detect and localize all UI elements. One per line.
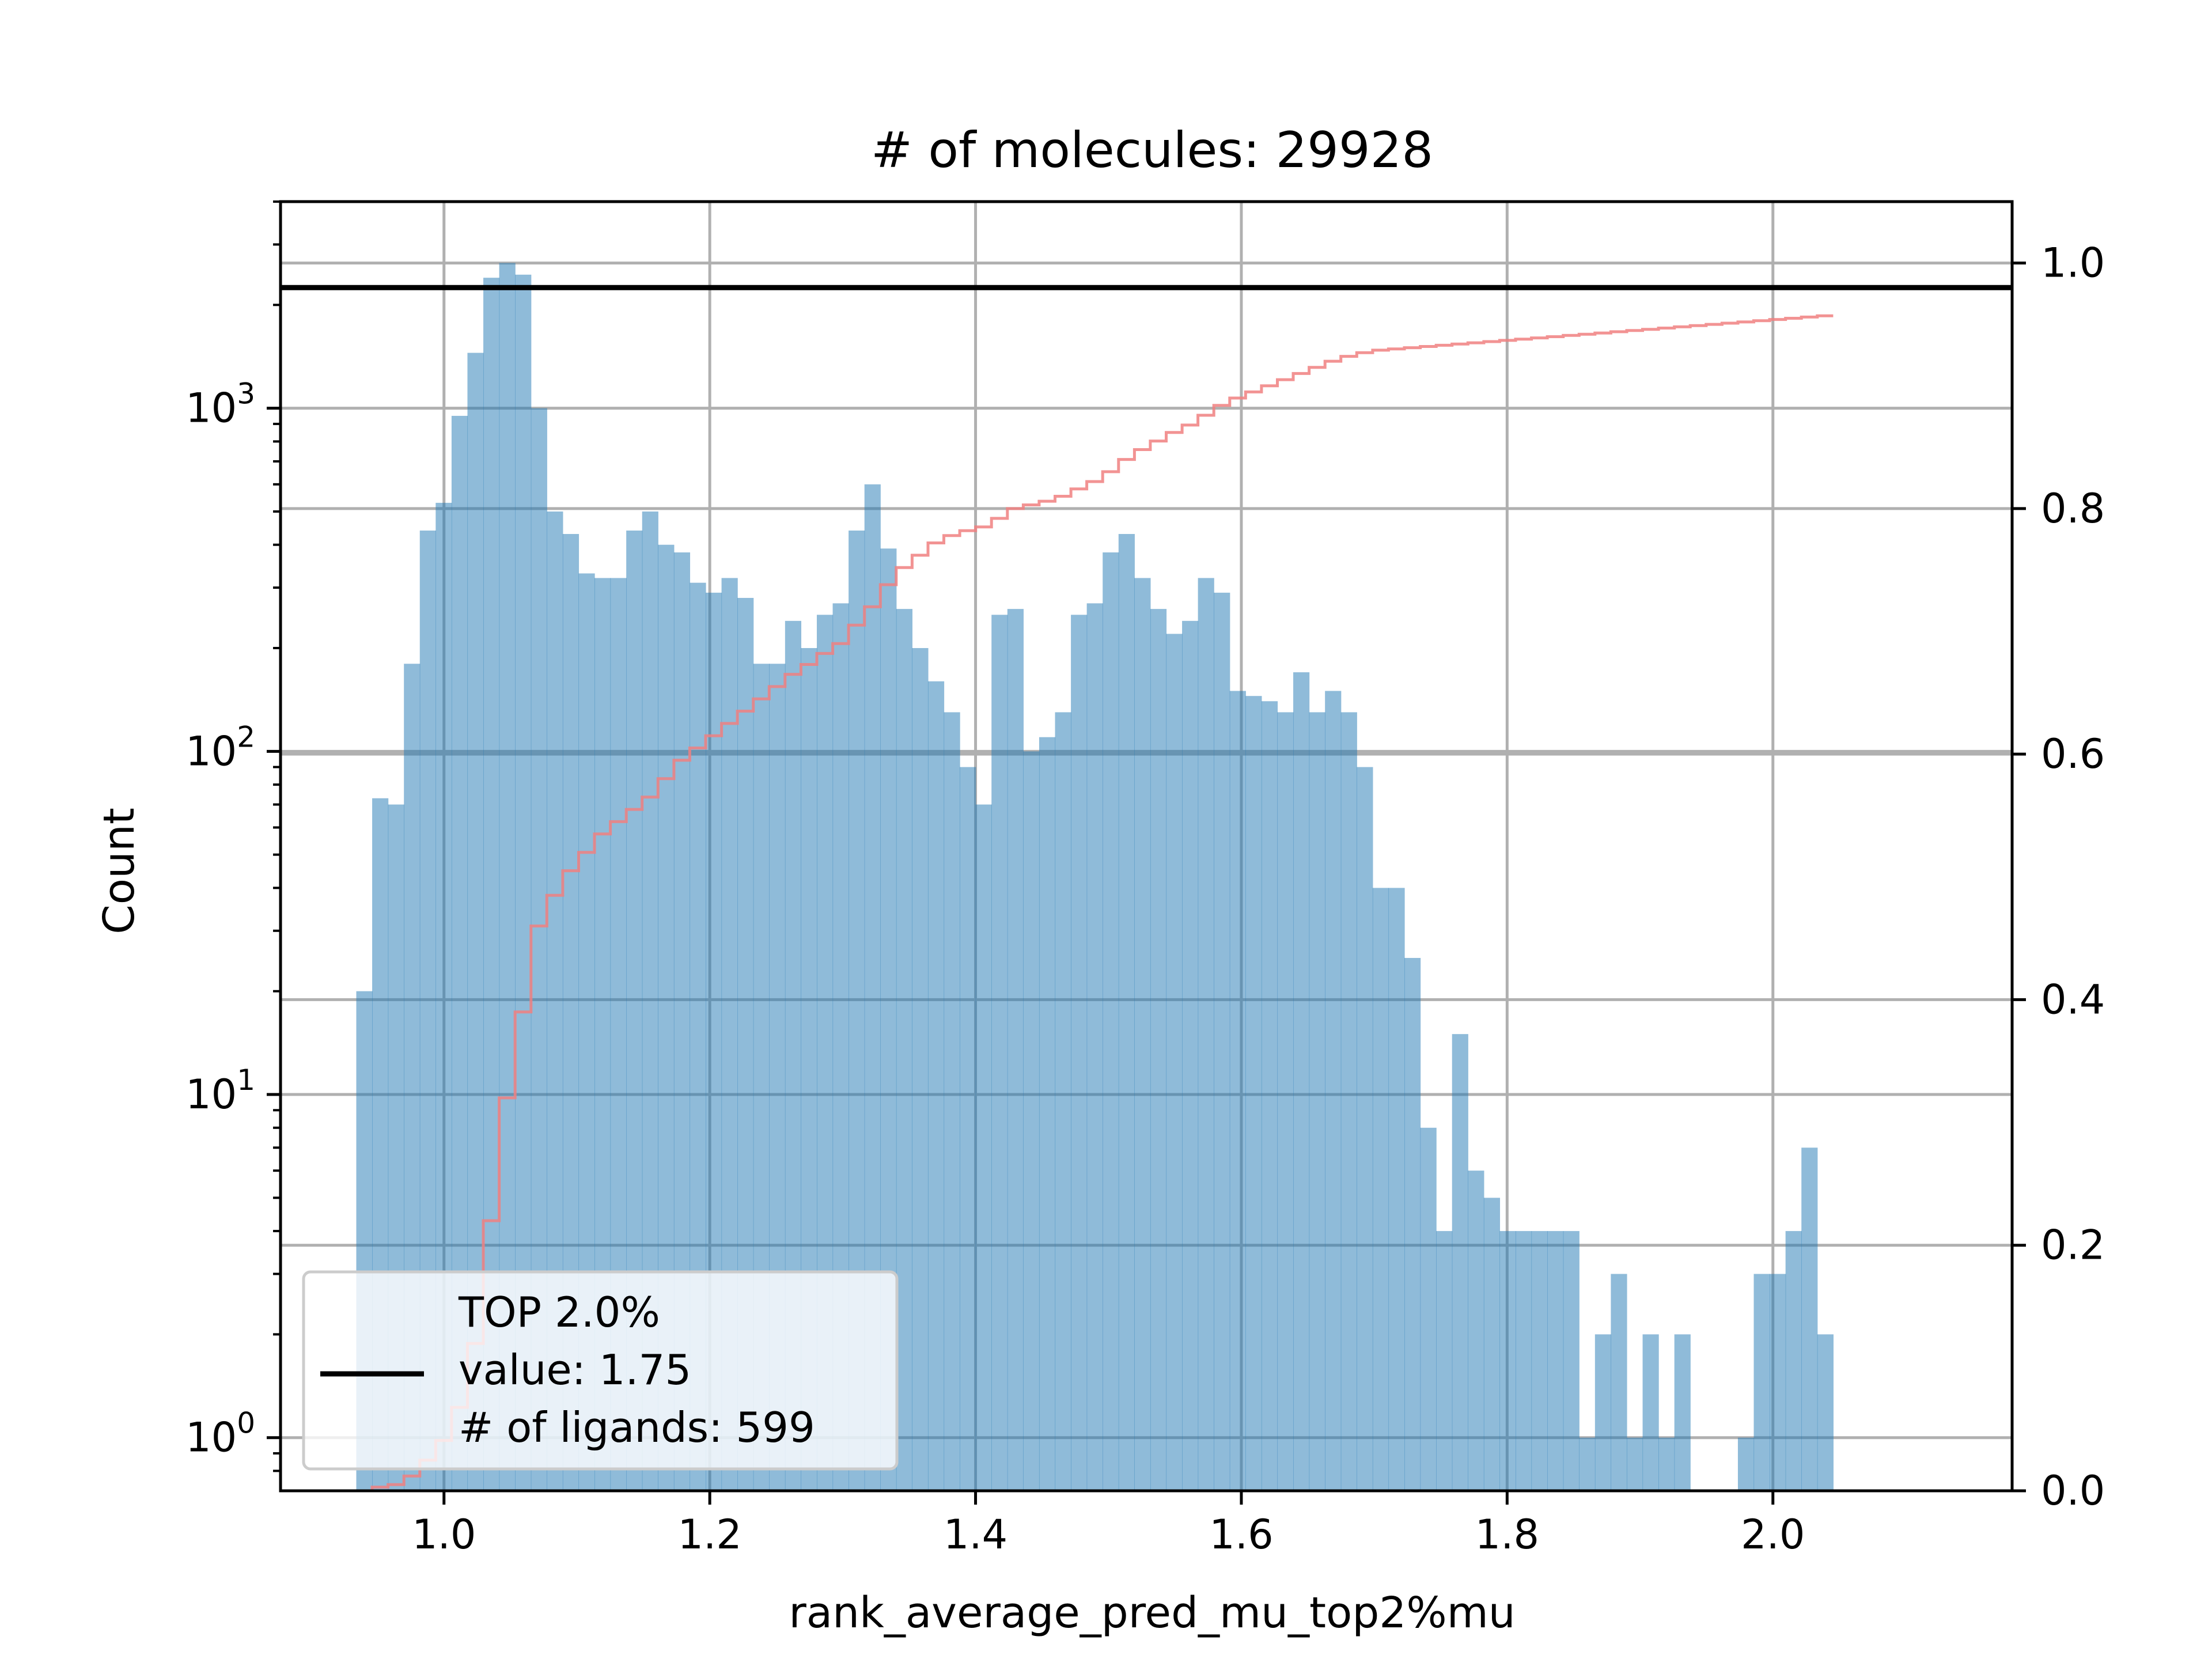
legend-line-value: value: 1.75	[459, 1346, 691, 1394]
histogram-bar	[1770, 1274, 1786, 1491]
histogram-bar	[1420, 1127, 1437, 1491]
x-tick-label: 1.6	[1209, 1511, 1273, 1558]
legend-box	[302, 1270, 899, 1471]
histogram-bar	[1817, 1334, 1834, 1491]
histogram-bar	[1182, 620, 1199, 1491]
histogram-bar	[1594, 1334, 1612, 1491]
axes-frame	[279, 200, 2014, 1493]
histogram-bar	[960, 767, 976, 1491]
histogram-bar	[1214, 592, 1230, 1491]
histogram-bar	[1753, 1274, 1770, 1491]
histogram-bar	[1658, 1437, 1675, 1491]
histogram-bar	[944, 712, 960, 1491]
histogram-bar	[927, 681, 945, 1491]
histogram-bar	[1039, 737, 1056, 1491]
histogram-bar	[1150, 609, 1167, 1491]
histogram-bar	[1023, 751, 1040, 1491]
histogram-bar	[1674, 1334, 1691, 1491]
x-tick-label: 1.0	[412, 1511, 476, 1558]
y-tick-label: 100	[185, 1407, 255, 1461]
y2-tick-label: 0.6	[2041, 730, 2105, 778]
histogram-bar	[1436, 1231, 1453, 1491]
axis-ticks: 1.0 1.2 1.4 1.6 1.8 2.0 100 101 102 103 0.0 0.2 0.4 0…	[185, 200, 2105, 1558]
histogram-bar	[1404, 957, 1421, 1491]
legend-line-ligands: # of ligands: 599	[459, 1403, 815, 1452]
y-axis-label: Count	[94, 808, 144, 934]
histogram-bar	[1198, 578, 1214, 1491]
x-tick-label: 2.0	[1741, 1511, 1805, 1558]
y2-tick-label: 0.2	[2041, 1222, 2105, 1269]
histogram-bar	[1103, 552, 1119, 1491]
histogram-bar	[912, 648, 929, 1491]
legend-line-top: TOP 2.0%	[458, 1288, 660, 1336]
histogram-bar	[1086, 603, 1103, 1491]
histogram-bar	[1579, 1437, 1596, 1491]
y2-tick-label: 0.0	[2041, 1467, 2105, 1514]
histogram-bar	[1611, 1274, 1627, 1491]
histogram-bar	[1357, 767, 1373, 1491]
histogram-bar	[1071, 615, 1088, 1491]
histogram-bar	[975, 804, 992, 1491]
histogram-bar	[1229, 691, 1246, 1491]
y-tick-label: 101	[185, 1063, 255, 1118]
histogram-bar	[1452, 1034, 1468, 1491]
histogram-bar	[1055, 712, 1071, 1491]
histogram-bar	[1261, 701, 1278, 1491]
legend: TOP 2.0% value: 1.75 # of ligands: 599	[302, 1270, 899, 1471]
histogram-bar	[1245, 696, 1262, 1491]
y2-tick-label: 0.4	[2041, 976, 2105, 1023]
histogram-bar	[1388, 888, 1405, 1491]
x-tick-label: 1.4	[944, 1511, 1007, 1558]
histogram-bar	[1531, 1231, 1548, 1491]
histogram-bar	[1340, 712, 1357, 1491]
y2-tick-label: 0.8	[2041, 485, 2105, 532]
histogram-bar	[1372, 888, 1389, 1491]
cumulative-step-line	[356, 314, 1834, 1493]
histogram-bar	[1547, 1231, 1564, 1491]
histogram-bar	[1737, 1437, 1755, 1491]
histogram-bar	[1166, 634, 1183, 1491]
y2-tick-label: 1.0	[2041, 240, 2105, 287]
y-tick-label: 103	[185, 377, 255, 432]
x-tick-label: 1.8	[1475, 1511, 1539, 1558]
histogram-bar	[1277, 712, 1294, 1491]
histogram-bar	[991, 615, 1008, 1491]
cumulative-step-layer	[356, 314, 1834, 1493]
histogram-bar	[1483, 1198, 1501, 1491]
histogram-bar	[1134, 578, 1151, 1491]
histogram-bar	[1293, 672, 1310, 1491]
histogram-bar	[1468, 1171, 1484, 1491]
chart-title: # of molecules: 29928	[871, 122, 1433, 179]
y-tick-label: 102	[185, 720, 255, 775]
histogram-bar	[896, 609, 912, 1491]
x-tick-label: 1.2	[677, 1511, 741, 1558]
histogram-bar	[1563, 1231, 1580, 1491]
histogram-bar	[1007, 609, 1024, 1491]
plot-frame	[279, 200, 2014, 1493]
x-axis-label: rank_average_pred_mu_top2%mu	[789, 1588, 1515, 1638]
histogram-bar	[1325, 691, 1342, 1491]
histogram-bar	[1118, 533, 1135, 1491]
histogram-bar	[1642, 1334, 1659, 1491]
histogram-bar	[1309, 712, 1325, 1491]
histogram-bar	[1626, 1437, 1643, 1491]
histogram-bar	[1801, 1147, 1818, 1491]
histogram-bar	[1499, 1231, 1516, 1491]
histogram-bar	[1785, 1231, 1802, 1491]
histogram-bar	[1515, 1231, 1532, 1491]
